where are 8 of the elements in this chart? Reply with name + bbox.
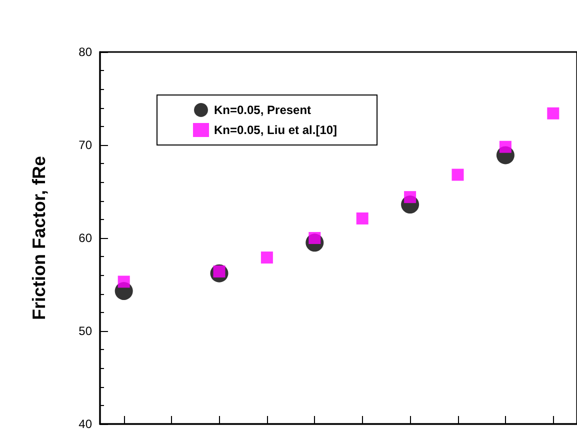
y-tick-label: 80 — [78, 45, 92, 59]
y-tick-label: 50 — [78, 324, 92, 338]
y-tick-label: 40 — [78, 417, 92, 431]
y-tick-label: 70 — [78, 138, 92, 152]
y-axis-title: Friction Factor, fRe — [29, 156, 49, 320]
legend-label: Kn=0.05, Liu et al.[10] — [214, 123, 338, 137]
legend-label: Kn=0.05, Present — [214, 103, 312, 117]
y-tick-label: 60 — [78, 231, 92, 245]
